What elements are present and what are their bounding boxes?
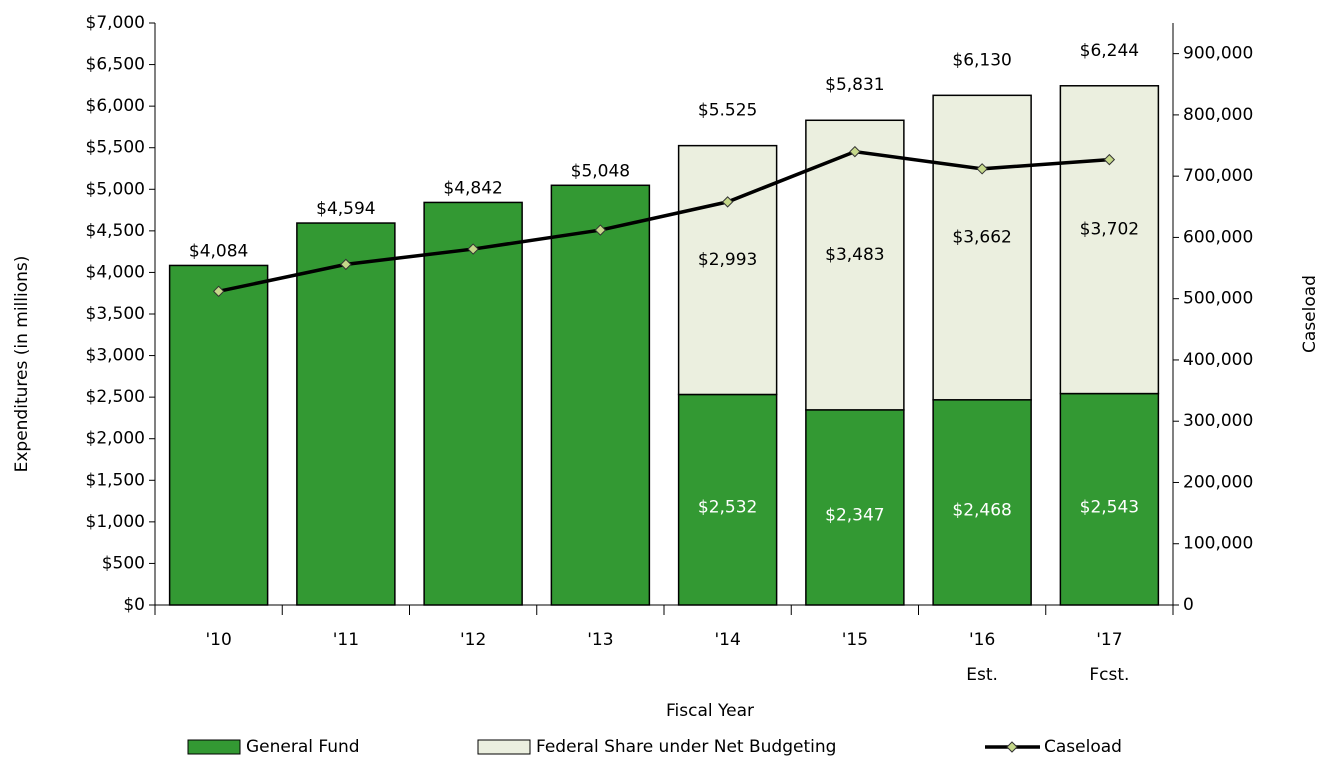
y-tick-label: $1,000 [86,512,145,532]
line-marker [212,285,225,298]
y-tick-label: $3,000 [86,346,145,366]
data-label: $3,702 [1080,220,1139,240]
y-tick-label: $4,000 [86,262,145,282]
data-label: $2,347 [825,505,884,525]
data-label: $4,842 [443,178,502,198]
y-tick-label: $2,000 [86,429,145,449]
x-tick-label: '17 [1096,630,1122,650]
line-marker [1103,153,1116,166]
bar-segment [805,409,905,606]
bar-segment [550,184,651,606]
data-label: $3,662 [952,228,1011,248]
x-tick-label: '15 [842,630,868,650]
line-marker [849,145,861,158]
total-label: $5,831 [825,75,884,95]
line-marker [721,196,734,208]
line-marker [976,163,988,175]
y2-tick-label: 800,000 [1183,105,1253,125]
data-label: $4,084 [189,241,248,261]
legend-swatch [477,739,531,755]
x-tick-label: '13 [587,630,613,650]
bar-segment [677,393,778,606]
legend-label: Federal Share under Net Budgeting [536,737,836,757]
legend-label: Caseload [1044,737,1122,757]
bar-segment [932,399,1032,606]
data-label: $2,468 [952,500,1011,520]
y2-tick-label: 400,000 [1183,350,1253,370]
total-label: $5.525 [698,101,757,121]
bar-segment [423,201,523,606]
y2-tick-label: 0 [1183,595,1194,615]
x-axis-title: Fiscal Year [666,701,754,721]
line [218,149,1110,294]
x-tick-note: Est. [966,665,998,685]
y-tick-label: $5,000 [86,179,145,199]
y2-tick-label: 300,000 [1183,411,1253,431]
x-tick-label: '16 [969,630,995,650]
data-label: $2,532 [698,498,757,518]
y-tick-label: $6,500 [86,55,145,75]
y2-tick-label: 100,000 [1183,534,1253,554]
bar-segment [296,222,396,606]
y-tick-label: $5,500 [86,138,145,158]
y-axis-title: Expenditures (in millions) [12,256,32,473]
data-label: $3,483 [825,245,884,265]
legend-marker [1006,741,1018,753]
total-label: $6,130 [952,50,1011,70]
x-tick-label: '10 [205,630,231,650]
y-tick-label: $4,500 [86,221,145,241]
data-label: $5,048 [571,161,630,181]
bar-segment [677,144,778,396]
y2-tick-label: 700,000 [1183,166,1253,186]
total-label: $6,244 [1080,41,1139,61]
x-tick-label: '14 [714,630,740,650]
bar-segment [932,94,1032,401]
y-tick-label: $500 [102,553,145,573]
y2-tick-label: 200,000 [1183,472,1253,492]
x-tick-note: Fcst. [1089,665,1129,685]
data-label: $4,594 [316,199,375,219]
y2-tick-label: 500,000 [1183,289,1253,309]
bar-segment [805,119,905,411]
data-label: $2,543 [1080,497,1139,517]
legend-label: General Fund [246,737,360,757]
line-marker [467,243,479,255]
y-tick-label: $6,000 [86,96,145,116]
y-tick-label: $2,500 [86,387,145,407]
line-marker [340,258,352,271]
y-tick-label: $7,000 [86,13,145,33]
data-label: $2,993 [698,250,757,270]
legend-swatch [187,739,241,755]
y2-tick-label: 900,000 [1183,44,1253,64]
y-tick-label: $3,500 [86,304,145,324]
bar-segment [168,264,269,606]
x-tick-label: '11 [333,630,359,650]
line-marker [594,224,607,236]
bar-segment [1059,392,1160,606]
y2-tick-label: 600,000 [1183,227,1253,247]
x-tick-label: '12 [460,630,486,650]
y-tick-label: $1,500 [86,470,145,490]
y-tick-label: $0 [123,595,145,615]
y2-axis-title: Caseload [1300,275,1320,353]
bar-segment [1059,85,1160,395]
